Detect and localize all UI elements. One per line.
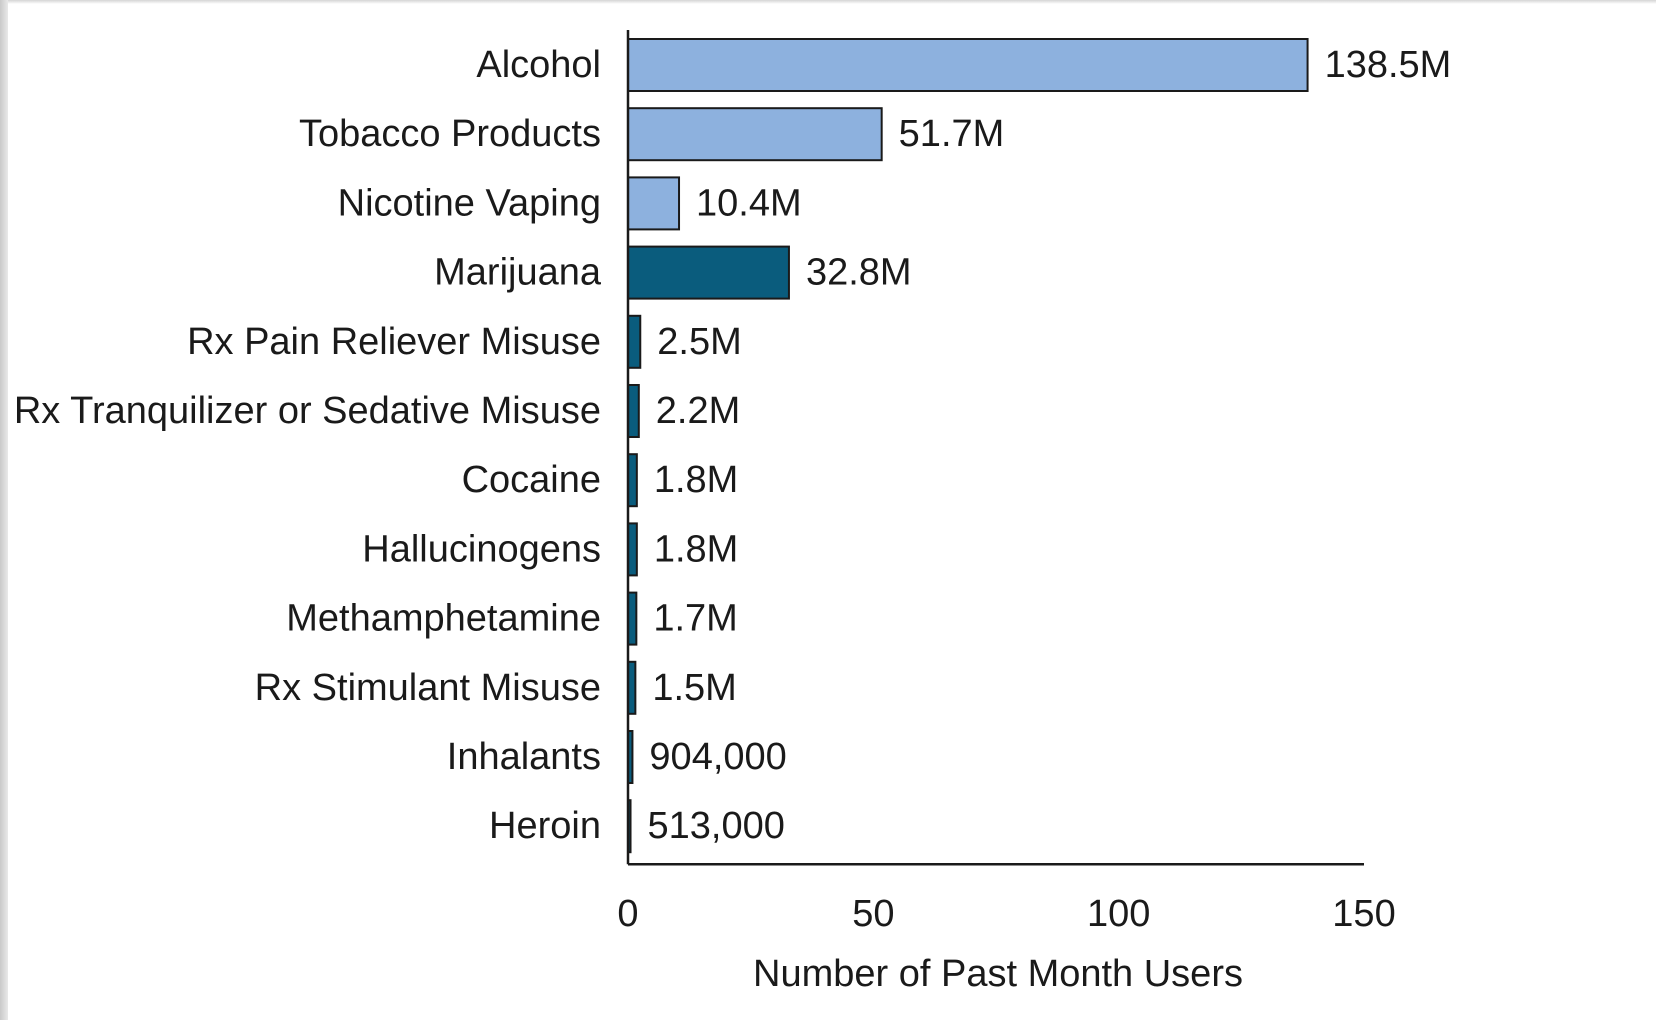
category-label-11: Heroin (489, 805, 601, 847)
category-label-1: Tobacco Products (299, 113, 601, 155)
bar-8 (627, 591, 638, 646)
value-label-0: 138.5M (1325, 44, 1452, 86)
category-label-10: Inhalants (447, 736, 601, 778)
value-label-6: 1.8M (654, 459, 738, 501)
x-tick-label-1: 50 (852, 893, 894, 935)
category-label-8: Methamphetamine (286, 598, 601, 640)
bar-5 (627, 384, 640, 438)
bar-2 (627, 176, 681, 231)
category-label-5: Rx Tranquilizer or Sedative Misuse (14, 390, 601, 432)
value-label-1: 51.7M (899, 113, 1005, 155)
x-tick-label-0: 0 (617, 893, 638, 935)
category-label-7: Hallucinogens (362, 528, 601, 570)
value-label-7: 1.8M (654, 528, 738, 570)
value-label-3: 32.8M (806, 252, 912, 294)
value-label-10: 904,000 (649, 736, 786, 778)
bar-4 (627, 314, 642, 369)
bar-0 (627, 38, 1309, 92)
category-label-3: Marijuana (434, 252, 602, 294)
x-axis-title: Number of Past Month Users (753, 953, 1243, 995)
background-left-shade (0, 0, 8, 1020)
category-label-6: Cocaine (462, 459, 601, 501)
category-labels-group: Alcohol Tobacco Products Nicotine Vaping Ma… (14, 44, 602, 847)
x-tick-labels-group: 0 50 100 150 (617, 893, 1395, 935)
category-label-9: Rx Stimulant Misuse (255, 667, 601, 709)
bar-7 (627, 522, 638, 577)
bar-6 (627, 453, 638, 508)
x-tick-label-2: 100 (1087, 893, 1150, 935)
value-label-4: 2.5M (657, 321, 741, 363)
category-label-2: Nicotine Vaping (338, 182, 601, 224)
background-top-shade (0, 0, 1656, 4)
value-label-2: 10.4M (696, 182, 802, 224)
bars-group (627, 38, 1309, 854)
value-label-8: 1.7M (653, 598, 737, 640)
bar-1 (627, 107, 883, 162)
x-tick-label-3: 150 (1332, 893, 1395, 935)
value-label-11: 513,000 (648, 805, 785, 847)
category-label-4: Rx Pain Reliever Misuse (187, 321, 601, 363)
value-label-9: 1.5M (652, 667, 736, 709)
bar-3 (627, 245, 790, 300)
value-label-5: 2.2M (656, 390, 740, 432)
category-label-0: Alcohol (476, 44, 601, 86)
